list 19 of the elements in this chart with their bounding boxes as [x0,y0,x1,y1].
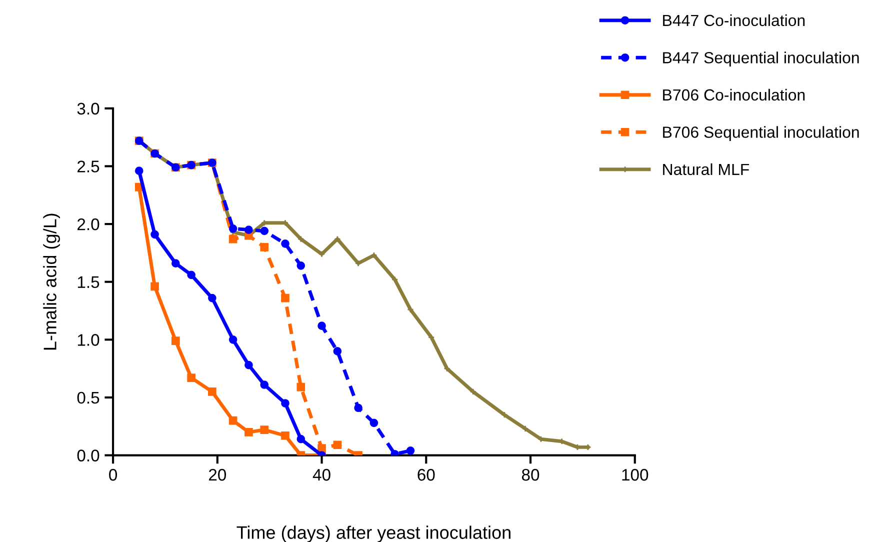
y-tick-label: 0.5 [77,392,100,404]
legend-label: B447 Co-inoculation [663,14,805,26]
x-tick-label: 80 [522,468,540,481]
legend-label: Natural MLF [663,163,750,176]
y-tick-label: 2.0 [78,218,100,230]
x-tick-label: 60 [418,468,435,481]
y-axis-title: L-malic acid (g/L) [43,214,60,350]
legend-label: B706 Sequential inoculation [663,126,859,142]
y-tick-label: 1.0 [78,334,100,346]
y-tick-label: 2.5 [78,160,100,172]
legend-label: B706 Co-inoculation [663,88,805,101]
x-tick-label: 0 [109,468,118,481]
x-tick-label: 40 [312,468,330,481]
x-tick-label: 100 [622,468,648,481]
y-tick-label: 3.0 [77,102,100,115]
legend-label: B447 Sequential inoculation [663,52,859,67]
y-tick-label: 1.5 [78,276,100,288]
x-tick-label: 20 [208,468,226,481]
y-tick-label: 0.0 [77,450,100,462]
